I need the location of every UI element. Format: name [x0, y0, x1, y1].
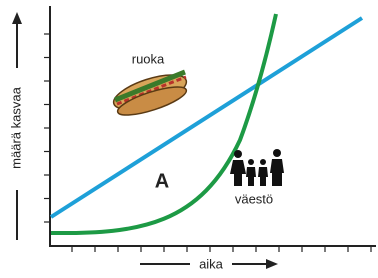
- region-label: A: [155, 170, 169, 192]
- population-label: väestö: [235, 191, 273, 206]
- food-label: ruoka: [132, 51, 165, 66]
- y-axis-title: määrä kasvaa: [8, 86, 23, 168]
- diagram: ruoka väestö A määrä kasvaa aika: [0, 0, 378, 273]
- x-axis-title: aika: [199, 256, 224, 271]
